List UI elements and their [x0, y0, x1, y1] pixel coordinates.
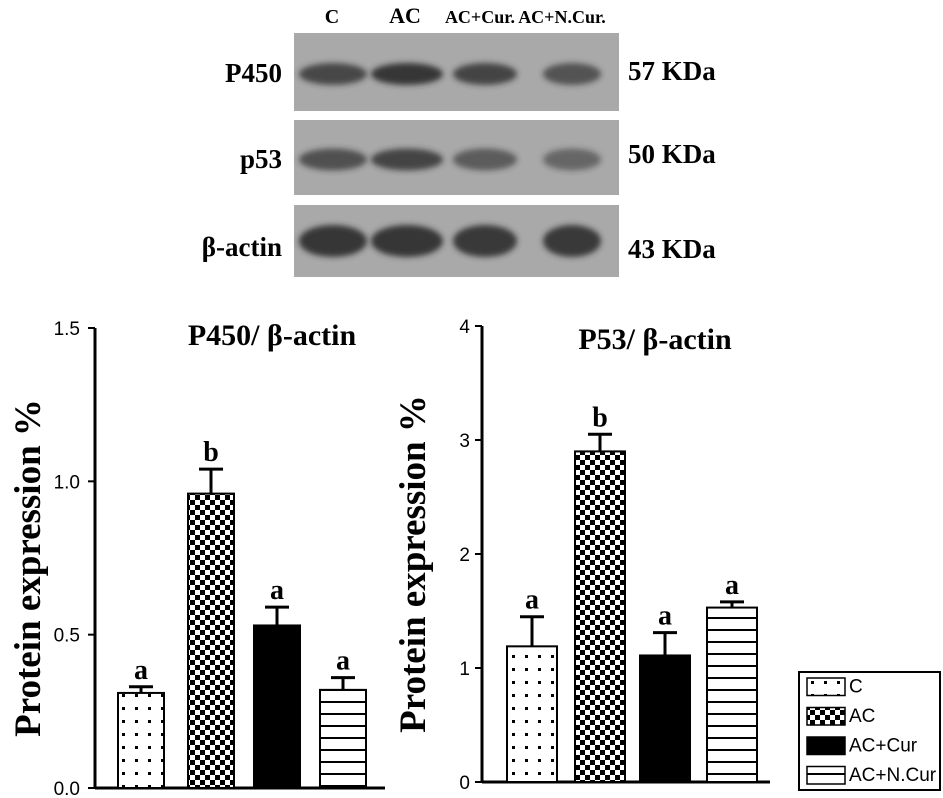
y-tick-label: 1: [459, 659, 470, 680]
protein-label: P450: [225, 58, 282, 88]
blot-row: P450 57 KDa: [225, 33, 716, 111]
significance-letter: b: [203, 437, 219, 468]
lane-label: C: [325, 6, 339, 28]
legend-label: C: [849, 677, 863, 698]
legend: C AC AC+Cur AC+N.Cur: [798, 671, 941, 791]
significance-letter: a: [134, 655, 148, 686]
blot-row: β-actin 43 KDa: [202, 205, 716, 277]
blot-rows: P450 57 KDa p53 50 KDa β-actin 43 KDa: [202, 33, 716, 277]
legend-swatch: [806, 677, 846, 697]
y-tick-label: 1.0: [54, 472, 80, 493]
blot-band: [543, 148, 601, 171]
blot-band: [371, 148, 443, 171]
significance-letter: a: [270, 575, 284, 606]
chart-p53: 0 1 2 3 4 P53/ β-actin Protein expression % a b a…: [393, 317, 770, 794]
y-axis-label: Protein expression %: [8, 399, 49, 737]
legend-swatch: [806, 706, 846, 726]
y-tick-label: 4: [459, 317, 470, 338]
y-tick-label: 2: [459, 545, 470, 566]
y-tick-label: 3: [459, 431, 470, 452]
blot-band: [543, 225, 601, 257]
chart-title: P53/ β-actin: [578, 323, 732, 356]
bar-ac-cur: [253, 624, 301, 790]
bar-ac: [187, 492, 235, 789]
chart-p450: 0.0 0.5 1.0 1.5 P450/ β-actin Protein express…: [8, 319, 385, 798]
bar-ac-cur: [639, 654, 691, 784]
y-tick-label: 0.0: [54, 779, 80, 798]
blot-band: [299, 225, 367, 257]
bar-ac: [574, 450, 626, 783]
blot-band: [453, 148, 517, 171]
legend-label: AC+N.Cur: [849, 765, 937, 786]
legend-label: AC+Cur: [849, 736, 918, 757]
significance-letter: a: [525, 585, 539, 616]
bar-c: [506, 645, 558, 784]
molecular-weight-label: 50 KDa: [628, 139, 716, 169]
legend-label: AC: [849, 706, 875, 727]
lane-labels: C AC AC+Cur. AC+N.Cur.: [325, 3, 606, 28]
blot-band: [453, 63, 517, 85]
bar-ac-n-cur: [706, 606, 758, 784]
protein-label: β-actin: [202, 232, 282, 262]
molecular-weight-label: 43 KDa: [628, 234, 716, 264]
significance-letter: a: [725, 570, 739, 601]
y-axis-label: Protein expression %: [393, 395, 434, 733]
lane-label: AC: [389, 3, 421, 28]
western-blot: C AC AC+Cur. AC+N.Cur. P450 57 KDa p53 50 KDa β…: [202, 3, 716, 277]
bar-c: [117, 691, 165, 790]
protein-label: p53: [240, 144, 282, 174]
molecular-weight-label: 57 KDa: [628, 56, 716, 86]
blot-band: [299, 148, 367, 171]
blot-band: [453, 225, 517, 257]
y-tick-label: 0.5: [54, 626, 80, 647]
blot-band: [371, 225, 443, 257]
y-tick-label: 1.5: [54, 319, 80, 340]
blot-band: [299, 63, 367, 85]
blot-band: [371, 63, 443, 85]
lane-label: AC+N.Cur.: [518, 7, 606, 27]
significance-letter: b: [592, 402, 608, 433]
significance-letter: a: [658, 601, 672, 632]
y-tick-label: 0: [459, 773, 470, 794]
blot-band: [543, 63, 601, 85]
bar-ac-n-cur: [319, 688, 367, 789]
significance-letter: a: [336, 646, 350, 677]
legend-swatch: [806, 765, 846, 785]
chart-title: P450/ β-actin: [188, 319, 357, 352]
legend-swatch: [806, 736, 846, 756]
lane-label: AC+Cur.: [445, 7, 515, 27]
blot-row: p53 50 KDa: [240, 120, 716, 195]
